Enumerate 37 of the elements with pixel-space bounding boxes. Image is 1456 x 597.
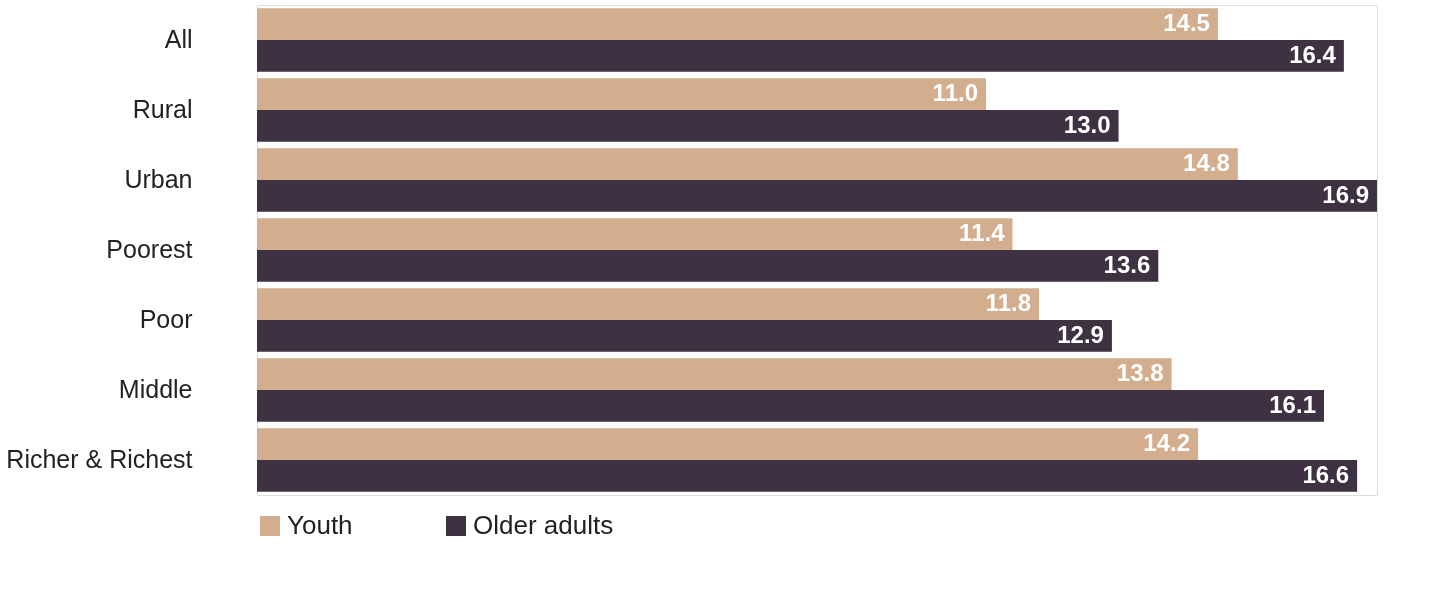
bar (257, 250, 1159, 282)
data-label: 11.4 (959, 219, 1006, 247)
bar (257, 428, 1199, 460)
bar (257, 460, 1358, 492)
bar (257, 78, 986, 110)
data-label: 11.0 (932, 79, 978, 107)
y-tick-label: Poorest (106, 235, 193, 263)
bar (257, 390, 1324, 422)
y-tick-label: Middle (118, 375, 193, 403)
y-tick-label: All (164, 25, 193, 53)
bar (257, 8, 1218, 40)
bar (257, 148, 1238, 180)
bar (257, 320, 1112, 352)
bar (257, 218, 1013, 250)
y-tick-label: Poor (139, 305, 193, 333)
data-label: 14.5 (1163, 9, 1210, 37)
bar (257, 288, 1040, 320)
bar (257, 110, 1119, 142)
data-label: 13.8 (1116, 359, 1164, 387)
data-label: 12.9 (1057, 320, 1104, 348)
bar (257, 180, 1377, 212)
legend-label: Youth (287, 510, 353, 540)
data-label: 13.6 (1103, 250, 1151, 278)
data-label: 11.8 (985, 289, 1032, 317)
data-label: 16.9 (1322, 180, 1369, 208)
y-tick-label: Richer & Richest (6, 445, 193, 473)
data-label: 13.0 (1063, 110, 1111, 138)
y-tick-label: Urban (124, 165, 193, 193)
legend-label: Older adults (473, 510, 614, 540)
data-label: 14.8 (1183, 149, 1230, 177)
data-label: 16.6 (1302, 460, 1350, 488)
bar (257, 40, 1344, 72)
data-label: 16.1 (1269, 390, 1316, 418)
data-label: 16.4 (1289, 40, 1337, 68)
data-label: 14.2 (1143, 429, 1191, 457)
y-tick-label: Rural (132, 95, 193, 123)
bar (257, 358, 1172, 390)
